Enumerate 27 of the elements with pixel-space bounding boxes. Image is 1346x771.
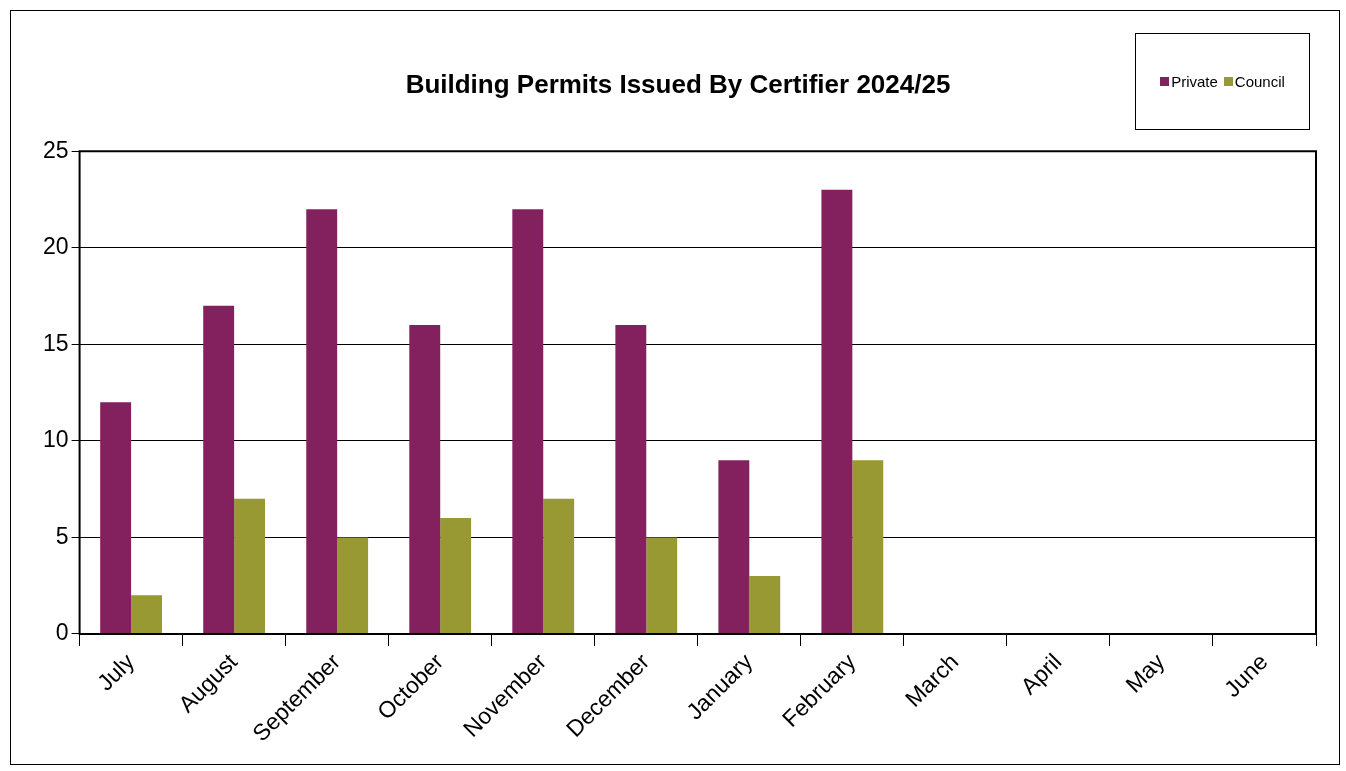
y-tick-label: 0 bbox=[55, 619, 69, 646]
y-tick-label: 10 bbox=[42, 426, 69, 453]
bar bbox=[100, 402, 132, 634]
bar bbox=[440, 518, 472, 634]
x-tick-label: July bbox=[91, 647, 140, 696]
bar bbox=[821, 189, 853, 634]
bar bbox=[203, 305, 235, 634]
legend-label: Council bbox=[1234, 73, 1285, 90]
bar bbox=[718, 460, 750, 634]
x-tick-label: May bbox=[1120, 647, 1170, 698]
y-tick-label: 25 bbox=[42, 136, 69, 163]
bar bbox=[234, 498, 266, 634]
bar bbox=[852, 460, 884, 634]
y-tick-label: 5 bbox=[55, 522, 69, 549]
bar bbox=[409, 324, 441, 634]
bar bbox=[306, 209, 338, 634]
bar bbox=[543, 498, 575, 634]
bar bbox=[337, 537, 369, 634]
y-tick-label: 20 bbox=[42, 233, 69, 260]
y-tick-label: 15 bbox=[42, 329, 69, 356]
bar bbox=[646, 537, 678, 634]
bar bbox=[131, 595, 163, 634]
bar bbox=[615, 324, 647, 634]
bar bbox=[512, 209, 544, 634]
chart-title: Building Permits Issued By Certifier 2024/25 bbox=[405, 68, 951, 99]
legend-label: Private bbox=[1171, 73, 1218, 90]
bar bbox=[749, 576, 781, 634]
